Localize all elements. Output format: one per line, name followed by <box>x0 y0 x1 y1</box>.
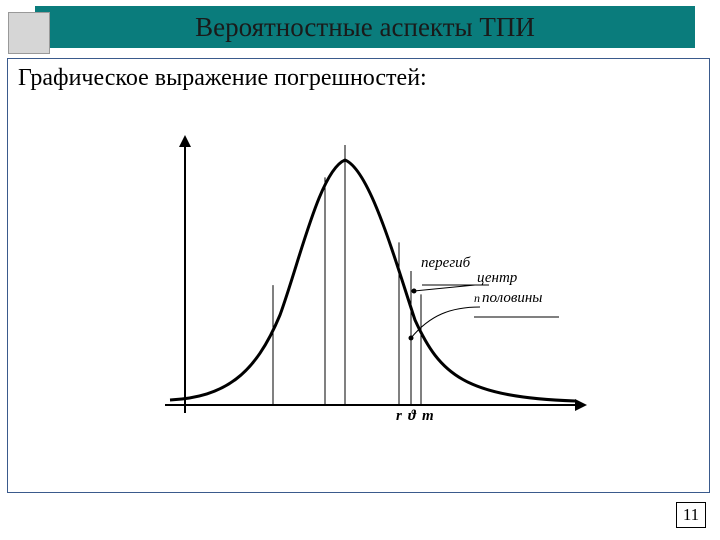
chart-svg <box>125 125 595 435</box>
label-centr: центр <box>477 270 517 287</box>
error-distribution-chart: перегиб центр n половины r ϑ m <box>125 125 595 435</box>
axis-label-r: r <box>396 408 402 425</box>
corner-box <box>8 12 50 54</box>
page-number-text: 11 <box>683 505 699 524</box>
label-n: n <box>474 291 480 306</box>
label-poloviny: половины <box>482 290 542 307</box>
axis-label-m: m <box>422 408 434 425</box>
label-peregib: перегиб <box>421 255 470 272</box>
subtitle: Графическое выражение погрешностей: <box>18 65 427 92</box>
axis-label-theta: ϑ <box>408 408 416 425</box>
title-bar: Вероятностные аспекты ТПИ <box>35 6 695 48</box>
page-number: 11 <box>676 502 706 528</box>
slide-title: Вероятностные аспекты ТПИ <box>195 12 535 42</box>
